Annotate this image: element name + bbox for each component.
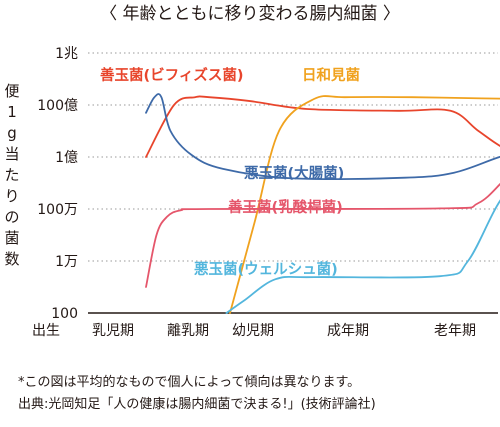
x-tick-label: 成年期 xyxy=(327,323,369,339)
series-label-3: 善玉菌(乳酸桿菌) xyxy=(228,198,343,216)
y-axis-label-char-2: 1 xyxy=(7,103,17,121)
y-axis-label-char-3: g xyxy=(7,124,17,142)
y-tick-label: 1億 xyxy=(55,150,78,166)
series-line-4 xyxy=(227,165,500,313)
x-tick-label: 老年期 xyxy=(434,323,476,339)
x-tick-label: 出生 xyxy=(32,323,60,339)
y-axis-label-char-9: 数 xyxy=(4,250,19,268)
x-tick-label: 乳児期 xyxy=(92,323,134,339)
y-tick-labels: 1兆 100億 1億 100万 1万 100 xyxy=(37,46,78,322)
y-tick-label: 100 xyxy=(51,306,78,322)
y-axis-label-char-4: 当 xyxy=(4,145,19,163)
series-label-2: 悪玉菌(大腸菌) xyxy=(244,164,344,182)
y-tick-label: 1万 xyxy=(55,254,78,270)
x-tick-label: 幼児期 xyxy=(232,323,274,339)
y-axis-label-char-5: た xyxy=(4,166,19,184)
x-tick-labels: 出生 乳児期 離乳期 幼児期 成年期 老年期 xyxy=(32,322,476,339)
y-tick-label: 1兆 xyxy=(55,46,78,62)
y-tick-label: 100万 xyxy=(37,202,78,218)
note-disclaimer: *この図は平均的なもので個人によって傾向は異なります。 xyxy=(18,374,360,390)
series-label-4: 悪玉菌(ウェルシュ菌) xyxy=(194,260,338,278)
note-source: 出典:光岡知足「人の健康は腸内細菌で決まる!」(技術評論社) xyxy=(18,396,376,412)
series-label-0: 善玉菌(ビフィズス菌) xyxy=(100,66,243,84)
series-line-0 xyxy=(146,96,500,157)
chart-title: 〈 年齢とともに移り変わる腸内細菌 〉 xyxy=(100,4,400,24)
x-tick-label: 離乳期 xyxy=(167,322,209,339)
y-axis-label-char-1: 便 xyxy=(4,82,19,100)
y-axis-label-char-6: り xyxy=(4,187,19,205)
y-axis-label-char-7: の xyxy=(4,208,19,226)
y-axis-label-char-8: 菌 xyxy=(4,229,19,247)
series-label-1: 日和見菌 xyxy=(302,66,360,84)
y-tick-label: 100億 xyxy=(37,98,78,114)
